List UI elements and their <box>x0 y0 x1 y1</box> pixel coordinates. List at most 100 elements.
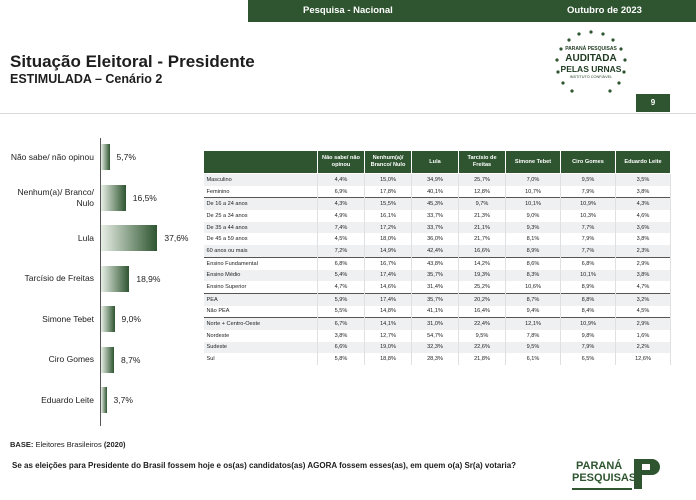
bar-category-label: Nenhum(a)/ Branco/ Nulo <box>17 186 94 208</box>
table-cell: 9,8% <box>560 329 616 342</box>
table-row: Ensino Médio 5,4% 17,4% 35,7% 19,3% 8,3% 10,1%… <box>203 269 671 282</box>
table-cell: 18,0% <box>364 233 412 246</box>
table-cell: 8,7% <box>505 292 561 306</box>
row-label: Norte + Centro-Oeste <box>203 317 318 330</box>
row-label: Masculino <box>203 173 318 186</box>
seal-brand: PARANÁ PESQUISAS <box>565 46 617 52</box>
table-cell: 7,2% <box>317 245 365 258</box>
bar-chart-axis <box>100 138 101 426</box>
table-cell: 3,8% <box>317 329 365 342</box>
table-cell: 43,8% <box>411 256 459 270</box>
table-cell: 20,2% <box>458 292 506 306</box>
column-header: Lula <box>411 150 459 174</box>
row-label: De 35 a 44 anos <box>203 221 318 234</box>
table-cell: 5,9% <box>317 292 365 306</box>
table-cell: 10,1% <box>505 197 561 211</box>
table-cell: 32,3% <box>411 341 459 354</box>
bar-value-label: 5,7% <box>116 152 136 162</box>
logo-line2: PESQUISAS <box>572 472 637 484</box>
table-cell: 7,9% <box>560 341 616 354</box>
table-row: Sudeste 6,6% 19,0% 32,3% 22,6% 9,5% 7,9% 2,2% <box>203 341 671 354</box>
crosstab-table: Não sabe/ não opinou Nenhum(a)/ Branco/ N… <box>203 150 671 365</box>
table-cell: 12,7% <box>364 329 412 342</box>
bar <box>101 225 158 251</box>
table-cell: 12,8% <box>458 185 506 198</box>
table-cell: 10,9% <box>560 197 616 211</box>
table-cell: 6,7% <box>317 317 365 330</box>
row-label: 60 anos ou mais <box>203 245 318 258</box>
table-cell: 4,4% <box>317 173 365 186</box>
table-cell: 7,7% <box>560 221 616 234</box>
table-cell: 34,9% <box>411 173 459 186</box>
table-cell: 9,5% <box>560 173 616 186</box>
table-cell: 22,4% <box>458 317 506 330</box>
table-cell: 2,3% <box>615 245 671 258</box>
table-cell: 21,8% <box>458 353 506 365</box>
table-cell: 16,1% <box>364 210 412 222</box>
column-header: Tarcísio de Freitas <box>458 150 506 174</box>
row-label: De 25 a 34 anos <box>203 210 318 222</box>
survey-scope-label: Pesquisa - Nacional <box>303 5 393 16</box>
column-header: Simone Tebet <box>505 150 561 174</box>
table-cell: 8,4% <box>560 305 616 318</box>
bar-value-label: 16,5% <box>132 192 157 203</box>
table-cell: 15,5% <box>364 197 412 211</box>
table-row: Feminino 6,9% 17,8% 40,1% 12,8% 10,7% 7,9% 3,8% <box>203 185 671 198</box>
table-cell: 3,5% <box>615 173 671 186</box>
parana-pesquisas-logo: PARANÁ PESQUISAS <box>572 457 662 495</box>
table-cell: 4,7% <box>615 281 671 294</box>
table-cell: 2,9% <box>615 256 671 270</box>
table-cell: 31,0% <box>411 317 459 330</box>
row-label: Não PEA <box>203 305 318 318</box>
table-cell: 33,7% <box>411 210 459 222</box>
logo-line1: PARANÁ <box>576 460 623 472</box>
table-cell: 1,6% <box>615 329 671 342</box>
base-text: Eleitores Brasileiros <box>35 440 102 449</box>
base-count: (2020) <box>103 440 126 449</box>
row-label: Nordeste <box>203 329 318 342</box>
table-cell: 16,6% <box>458 245 506 258</box>
bar-value-label: 9,0% <box>121 314 141 324</box>
table-cell: 54,7% <box>411 329 459 342</box>
table-cell: 9,4% <box>505 305 561 318</box>
table-cell: 9,3% <box>505 221 561 234</box>
bar-category-label: Não sabe/ não opinou <box>10 151 94 162</box>
survey-date-label: Outubro de 2023 <box>567 5 642 16</box>
divider <box>0 113 696 114</box>
table-cell: 25,2% <box>458 281 506 294</box>
table-cell: 14,6% <box>364 281 412 294</box>
row-label: PEA <box>203 292 318 306</box>
table-cell: 16,7% <box>364 256 412 270</box>
table-cell: 4,9% <box>317 210 365 222</box>
table-cell: 7,0% <box>505 173 561 186</box>
bar-category-label: Lula <box>77 232 94 243</box>
table-cell: 6,8% <box>317 256 365 270</box>
row-label: Ensino Superior <box>203 281 318 294</box>
table-cell: 14,1% <box>364 317 412 330</box>
column-header: Nenhum(a)/ Branco/ Nulo <box>364 150 412 174</box>
table-cell: 9,5% <box>458 329 506 342</box>
page-number: 9 <box>636 94 670 112</box>
table-cell: 15,0% <box>364 173 412 186</box>
table-cell: 19,0% <box>364 341 412 354</box>
table-cell: 4,5% <box>317 233 365 246</box>
table-cell: 8,9% <box>560 281 616 294</box>
table-cell: 21,3% <box>458 210 506 222</box>
row-label: Feminino <box>203 185 318 198</box>
row-label: Sudeste <box>203 341 318 354</box>
table-cell: 3,8% <box>615 185 671 198</box>
table-row: Ensino Superior 4,7% 14,6% 31,4% 25,2% 10,6% 8… <box>203 281 671 294</box>
audit-seal-logo: PARANÁ PESQUISAS AUDITADA PELAS URNAS IN… <box>548 28 634 98</box>
table-cell: 7,7% <box>560 245 616 258</box>
bar <box>101 387 107 413</box>
base-label: BASE: <box>10 440 34 449</box>
table-row: De 25 a 34 anos 4,9% 16,1% 33,7% 21,3% 9,0% 10… <box>203 210 671 222</box>
sample-base: BASE: Eleitores Brasileiros (2020) <box>10 440 126 449</box>
table-cell: 45,3% <box>411 197 459 211</box>
bar-category-label: Tarcísio de Freitas <box>24 273 94 283</box>
table-cell: 3,2% <box>615 292 671 306</box>
page-subtitle: ESTIMULADA – Cenário 2 <box>10 72 163 86</box>
table-cell: 25,7% <box>458 173 506 186</box>
row-label: Ensino Fundamental <box>203 256 318 270</box>
bar-value-label: 18,9% <box>136 273 161 284</box>
